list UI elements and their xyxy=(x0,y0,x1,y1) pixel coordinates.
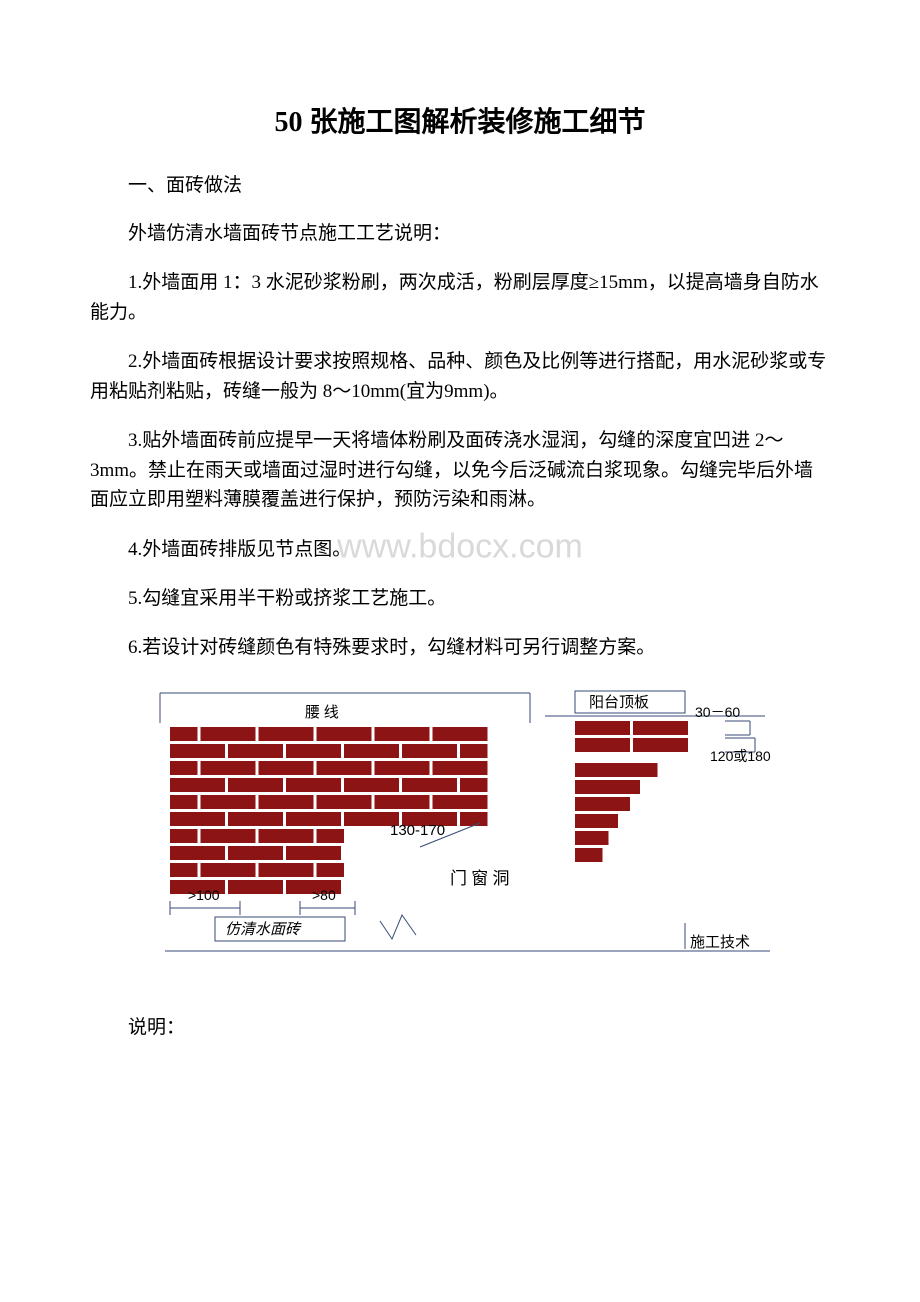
paragraph-5: 5.勾缝宜采用半干粉或挤浆工艺施工。 xyxy=(90,584,830,613)
paragraph-3: 3.贴外墙面砖前应提早一天将墙体粉刷及面砖浇水湿润，勾缝的深度宜凹进 2～3mm… xyxy=(90,426,830,514)
svg-text:施工技术: 施工技术 xyxy=(690,934,750,951)
svg-text:门 窗 洞: 门 窗 洞 xyxy=(450,869,510,888)
intro-paragraph: 外墙仿清水墙面砖节点施工工艺说明： xyxy=(90,219,830,248)
brick-diagram: 腰 线 130-170 >100 >80 仿清水面砖 门 窗 洞 阳台顶板 30－60 120或… xyxy=(130,683,790,973)
svg-text:阳台顶板: 阳台顶板 xyxy=(589,693,649,711)
paragraph-2: 2.外墙面砖根据设计要求按照规格、品种、颜色及比例等进行搭配，用水泥砂浆或专用粘… xyxy=(90,347,830,406)
paragraph-6: 6.若设计对砖缝颜色有特殊要求时，勾缝材料可另行调整方案。 xyxy=(90,633,830,662)
svg-text:>100: >100 xyxy=(188,887,220,903)
paragraph-1: 1.外墙面用 1：3 水泥砂浆粉刷，两次成活，粉刷层厚度≥15mm，以提高墙身自… xyxy=(90,268,830,327)
svg-text:30－60: 30－60 xyxy=(695,704,740,720)
svg-text:>80: >80 xyxy=(312,887,336,903)
svg-text:130-170: 130-170 xyxy=(390,822,445,839)
svg-text:120或180: 120或180 xyxy=(710,748,771,764)
post-diagram-heading: 说明： xyxy=(90,1013,830,1042)
svg-text:仿清水面砖: 仿清水面砖 xyxy=(225,921,302,938)
paragraph-4: 4.外墙面砖排版见节点图。 xyxy=(90,535,830,564)
section-heading: 一、面砖做法 xyxy=(90,170,830,197)
page-title: 50 张施工图解析装修施工细节 xyxy=(90,100,830,140)
svg-text:腰 线: 腰 线 xyxy=(305,704,339,721)
